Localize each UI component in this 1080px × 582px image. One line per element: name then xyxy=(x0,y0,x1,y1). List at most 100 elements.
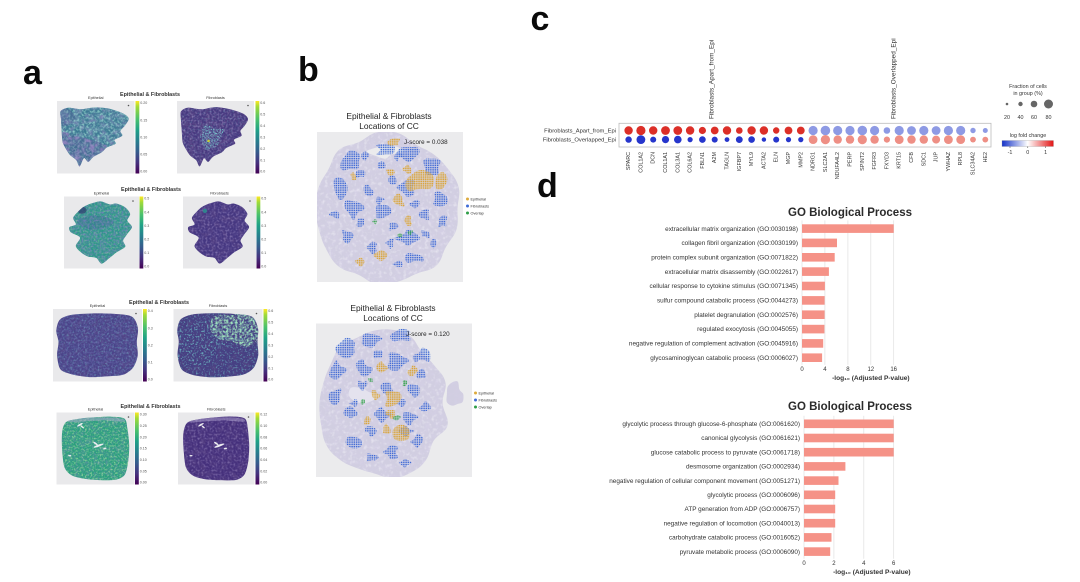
svg-text:0: 0 xyxy=(802,561,806,567)
svg-text:Fibroblasts_Apart_from_Epi: Fibroblasts_Apart_from_Epi xyxy=(544,129,616,135)
svg-text:COL1A1: COL1A1 xyxy=(663,152,669,173)
svg-text:DCN: DCN xyxy=(651,152,657,164)
svg-text:0.0: 0.0 xyxy=(144,265,149,269)
svg-text:pyruvate metabolic process (GO: pyruvate metabolic process (GO:0006090) xyxy=(680,549,800,556)
svg-text:0.04: 0.04 xyxy=(260,458,267,462)
svg-text:0.20: 0.20 xyxy=(140,101,147,105)
svg-text:0.2: 0.2 xyxy=(261,238,266,242)
svg-text:COL3A1: COL3A1 xyxy=(675,152,681,173)
svg-text:J-score = 0.120: J-score = 0.120 xyxy=(406,331,450,338)
svg-text:0.3: 0.3 xyxy=(261,224,266,228)
svg-text:0.15: 0.15 xyxy=(140,118,147,122)
svg-text:0.4: 0.4 xyxy=(268,332,273,336)
svg-text:KRT15: KRT15 xyxy=(897,152,903,169)
svg-text:0.00: 0.00 xyxy=(140,481,147,485)
svg-text:Epithelial & Fibroblasts: Epithelial & Fibroblasts xyxy=(121,187,181,193)
svg-text:d: d xyxy=(537,167,558,205)
svg-text:FBLN1: FBLN1 xyxy=(700,152,706,169)
svg-text:8: 8 xyxy=(846,367,850,373)
svg-text:Fibroblasts: Fibroblasts xyxy=(206,96,225,100)
svg-text:b: b xyxy=(298,51,319,89)
svg-text:0.1: 0.1 xyxy=(268,366,273,370)
svg-text:Overlap: Overlap xyxy=(471,211,484,215)
svg-text:0.05: 0.05 xyxy=(140,469,147,473)
svg-text:Epithelial & Fibroblasts: Epithelial & Fibroblasts xyxy=(121,404,181,410)
svg-text:20: 20 xyxy=(1004,115,1010,121)
svg-text:0.1: 0.1 xyxy=(148,361,153,365)
svg-text:SDC1: SDC1 xyxy=(921,152,927,166)
svg-text:Fibroblasts: Fibroblasts xyxy=(471,204,490,208)
svg-text:ACTA2: ACTA2 xyxy=(761,152,767,169)
svg-text:0.08: 0.08 xyxy=(260,435,267,439)
svg-text:protein complex subunit organi: protein complex subunit organization (GO… xyxy=(651,255,798,262)
svg-text:0.0: 0.0 xyxy=(148,378,153,382)
svg-text:Epithelial & Fibroblasts: Epithelial & Fibroblasts xyxy=(346,111,431,121)
svg-text:glycolytic process through glu: glycolytic process through glucose-6-pho… xyxy=(622,421,800,428)
svg-text:0.5: 0.5 xyxy=(144,197,149,201)
svg-text:Fibroblasts: Fibroblasts xyxy=(479,398,498,402)
svg-text:GO Biological Process: GO Biological Process xyxy=(788,207,912,219)
svg-text:4: 4 xyxy=(862,561,866,567)
svg-text:canonical glycolysis (GO:00616: canonical glycolysis (GO:0061621) xyxy=(701,435,800,442)
svg-text:Epithelial: Epithelial xyxy=(471,197,487,201)
svg-text:GO Biological Process: GO Biological Process xyxy=(788,401,912,413)
svg-text:TAGLN: TAGLN xyxy=(725,152,731,170)
svg-text:IGFBP7: IGFBP7 xyxy=(737,152,743,171)
svg-text:NDUFA4L2: NDUFA4L2 xyxy=(835,152,841,179)
svg-text:negative regulation of cellula: negative regulation of cellular componen… xyxy=(609,478,800,485)
svg-text:Fibroblasts: Fibroblasts xyxy=(209,304,228,308)
svg-text:YWHAZ: YWHAZ xyxy=(946,151,952,171)
svg-text:SPINT2: SPINT2 xyxy=(860,152,866,171)
svg-text:Fibroblasts_Apart_from_Epi: Fibroblasts_Apart_from_Epi xyxy=(709,40,716,119)
svg-text:0.12: 0.12 xyxy=(260,413,267,417)
svg-text:Epithelial: Epithelial xyxy=(94,192,110,196)
svg-text:0: 0 xyxy=(1026,150,1029,156)
svg-text:0.1: 0.1 xyxy=(144,251,149,255)
svg-text:log fold change: log fold change xyxy=(1010,133,1047,139)
svg-text:0.4: 0.4 xyxy=(261,210,266,214)
svg-text:MMP2: MMP2 xyxy=(798,152,804,168)
svg-text:0.0: 0.0 xyxy=(268,378,273,382)
svg-text:Overlap: Overlap xyxy=(479,405,492,409)
svg-text:COL1A2: COL1A2 xyxy=(638,152,644,173)
svg-text:negative regulation of locomot: negative regulation of locomotion (GO:00… xyxy=(664,520,800,527)
svg-text:0.2: 0.2 xyxy=(144,238,149,242)
svg-text:FXYD3: FXYD3 xyxy=(884,152,890,169)
svg-text:Epithelial & Fibroblasts: Epithelial & Fibroblasts xyxy=(120,92,180,98)
svg-text:0.1: 0.1 xyxy=(260,158,265,162)
svg-text:c: c xyxy=(531,0,550,38)
svg-text:platelet degranulation (GO:000: platelet degranulation (GO:0002576) xyxy=(694,312,798,319)
svg-text:collagen fibril organization (: collagen fibril organization (GO:0030199… xyxy=(681,240,798,247)
svg-text:Fibroblasts_Overlapped_Epi: Fibroblasts_Overlapped_Epi xyxy=(543,138,616,144)
svg-text:0.00: 0.00 xyxy=(140,170,147,174)
svg-text:0.10: 0.10 xyxy=(260,424,267,428)
svg-text:Epithelial: Epithelial xyxy=(479,391,495,395)
svg-text:0: 0 xyxy=(800,367,804,373)
svg-text:6: 6 xyxy=(892,561,896,567)
svg-text:0.3: 0.3 xyxy=(144,224,149,228)
svg-text:0.6: 0.6 xyxy=(260,101,265,105)
svg-text:SPARC: SPARC xyxy=(626,152,632,170)
svg-text:a: a xyxy=(23,54,43,92)
svg-text:Epithelial: Epithelial xyxy=(90,304,106,308)
svg-text:Epithelial & Fibroblasts: Epithelial & Fibroblasts xyxy=(350,303,435,313)
svg-text:sulfur compound catabolic proc: sulfur compound catabolic process (GO:00… xyxy=(657,298,798,305)
svg-text:0.0: 0.0 xyxy=(260,170,265,174)
svg-text:0.3: 0.3 xyxy=(260,135,265,139)
svg-text:0.4: 0.4 xyxy=(148,309,153,313)
svg-text:ELN: ELN xyxy=(774,152,780,163)
svg-text:SLC34A2: SLC34A2 xyxy=(971,152,977,175)
svg-text:Fraction of cells: Fraction of cells xyxy=(1009,84,1047,90)
svg-text:glucose catabolic process to p: glucose catabolic process to pyruvate (G… xyxy=(651,449,800,456)
svg-text:0.4: 0.4 xyxy=(144,210,149,214)
svg-text:PERP: PERP xyxy=(848,152,854,167)
svg-text:COL6A2: COL6A2 xyxy=(688,152,694,173)
svg-text:1: 1 xyxy=(1044,150,1047,156)
svg-text:regulated exocytosis (GO:00450: regulated exocytosis (GO:0045055) xyxy=(697,326,798,333)
svg-text:0.25: 0.25 xyxy=(140,424,147,428)
svg-text:CFB: CFB xyxy=(909,152,915,163)
svg-text:glycosaminoglycan catabolic pr: glycosaminoglycan catabolic process (GO:… xyxy=(650,355,798,362)
svg-text:0.2: 0.2 xyxy=(260,147,265,151)
svg-text:0.5: 0.5 xyxy=(260,113,265,117)
svg-text:A2M: A2M xyxy=(712,152,718,164)
